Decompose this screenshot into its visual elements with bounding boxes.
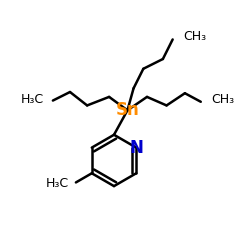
Text: Sn: Sn	[116, 101, 139, 119]
Text: H₃C: H₃C	[46, 177, 68, 190]
Text: CH₃: CH₃	[183, 30, 206, 43]
Text: N: N	[130, 138, 144, 156]
Text: H₃C: H₃C	[20, 93, 44, 106]
Bar	[119, 104, 136, 117]
Text: CH₃: CH₃	[211, 93, 234, 106]
